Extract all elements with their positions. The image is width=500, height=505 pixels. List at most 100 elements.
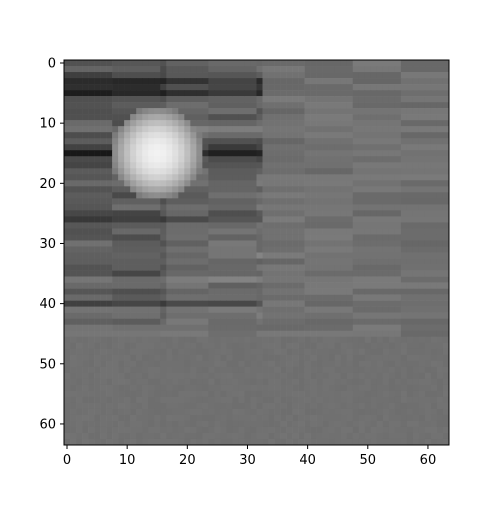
heatmap-cell xyxy=(70,396,77,404)
heatmap-cell xyxy=(292,60,299,67)
heatmap-cell xyxy=(346,300,354,307)
heatmap-cell xyxy=(256,162,263,169)
heatmap-cell xyxy=(370,84,378,91)
heatmap-cell xyxy=(394,234,402,241)
heatmap-cell xyxy=(202,366,209,374)
heatmap-cell xyxy=(358,66,366,73)
heatmap-cell xyxy=(406,426,414,434)
heatmap-cell xyxy=(64,312,71,319)
heatmap-cell xyxy=(250,396,257,404)
heatmap-cell xyxy=(208,228,215,235)
heatmap-cell xyxy=(130,180,137,187)
heatmap-cell xyxy=(214,396,221,404)
heatmap-cell xyxy=(76,60,83,67)
heatmap-cell xyxy=(130,300,137,307)
heatmap-cell xyxy=(124,84,131,91)
heatmap-cell xyxy=(328,366,336,374)
heatmap-cell xyxy=(256,246,263,253)
heatmap-cell xyxy=(124,246,131,253)
heatmap-cell xyxy=(124,144,131,151)
heatmap-cell xyxy=(286,66,293,73)
heatmap-cell xyxy=(436,360,444,368)
heatmap-cell xyxy=(100,438,107,446)
heatmap-cell xyxy=(232,276,239,283)
heatmap-cell xyxy=(118,132,125,139)
heatmap-cell xyxy=(232,186,239,193)
heatmap-cell xyxy=(298,72,305,79)
heatmap-cell xyxy=(136,360,143,368)
heatmap-cell xyxy=(310,210,317,217)
heatmap-cell xyxy=(286,198,293,205)
heatmap-cell xyxy=(214,324,221,332)
heatmap-cell xyxy=(106,324,113,332)
heatmap-cell xyxy=(286,180,293,187)
heatmap-cell xyxy=(76,132,83,139)
heatmap-cell xyxy=(232,156,239,163)
heatmap-cell xyxy=(226,294,233,301)
heatmap-cell xyxy=(406,234,414,241)
heatmap-cell xyxy=(232,426,239,434)
heatmap-cell xyxy=(298,276,305,283)
heatmap-cell xyxy=(430,90,438,97)
heatmap-cell xyxy=(436,324,444,332)
heatmap-cell xyxy=(232,288,239,295)
heatmap-cell xyxy=(322,282,329,289)
heatmap-cell xyxy=(406,108,414,115)
heatmap-cell xyxy=(148,108,155,115)
heatmap-cell xyxy=(316,114,323,121)
heatmap-cell xyxy=(196,84,203,91)
heatmap-cell xyxy=(148,240,155,247)
heatmap-cell xyxy=(184,432,191,440)
heatmap-cell xyxy=(412,102,420,109)
heatmap-cell xyxy=(82,378,89,386)
heatmap-cell xyxy=(118,174,125,181)
heatmap-cell xyxy=(232,96,239,103)
heatmap-cell xyxy=(334,168,342,175)
heatmap-cell xyxy=(418,288,426,295)
heatmap-cell xyxy=(298,366,305,374)
heatmap-cell xyxy=(364,378,372,386)
heatmap-cell xyxy=(394,258,402,265)
heatmap-cell xyxy=(388,192,396,199)
heatmap-cell xyxy=(166,348,173,356)
heatmap-cell xyxy=(244,366,251,374)
heatmap-cell xyxy=(136,324,143,332)
heatmap-cell xyxy=(250,306,257,313)
heatmap-cell xyxy=(256,156,263,163)
heatmap-cell xyxy=(340,408,348,416)
heatmap-cell xyxy=(244,150,251,157)
heatmap-cell xyxy=(280,342,287,350)
heatmap-cell xyxy=(262,360,269,368)
heatmap-cell xyxy=(118,270,125,277)
heatmap-cell xyxy=(220,354,227,362)
heatmap-cell xyxy=(172,174,179,181)
heatmap-cell xyxy=(304,168,311,175)
heatmap-cell xyxy=(100,252,107,259)
heatmap-cell xyxy=(298,168,305,175)
heatmap-cell xyxy=(148,168,155,175)
heatmap-cell xyxy=(94,126,101,133)
heatmap-cell xyxy=(418,96,426,103)
heatmap-cell xyxy=(358,258,366,265)
heatmap-cell xyxy=(244,84,251,91)
heatmap-cell xyxy=(166,162,173,169)
heatmap-cell xyxy=(208,84,215,91)
heatmap-cell xyxy=(76,174,83,181)
heatmap-cell xyxy=(376,216,384,223)
heatmap-cell xyxy=(232,60,239,67)
heatmap-cell xyxy=(310,114,317,121)
heatmap-cell xyxy=(106,186,113,193)
heatmap-cell xyxy=(214,132,221,139)
heatmap-cell xyxy=(94,156,101,163)
heatmap-cell xyxy=(136,384,143,392)
heatmap-cell xyxy=(196,252,203,259)
heatmap-cell xyxy=(82,180,89,187)
heatmap-cell xyxy=(172,132,179,139)
heatmap-cell xyxy=(184,288,191,295)
heatmap-cell xyxy=(406,96,414,103)
heatmap-cell xyxy=(178,294,185,301)
heatmap-cell xyxy=(406,150,414,157)
heatmap-cell xyxy=(214,372,221,380)
heatmap-cell xyxy=(358,102,366,109)
heatmap-cell xyxy=(70,150,77,157)
